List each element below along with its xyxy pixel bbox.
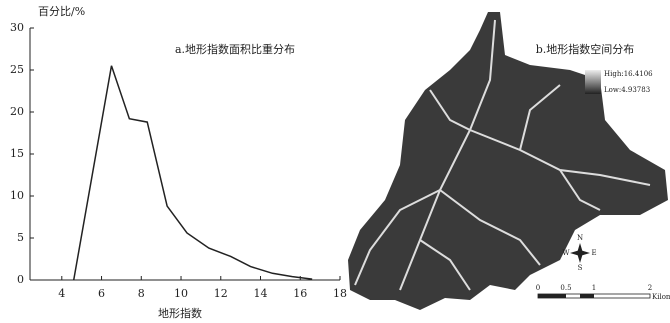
x-tick-label: 12 [214,287,228,300]
legend-high: High:16.4106 [604,70,653,78]
x-tick-label: 4 [58,287,65,300]
chart-title: a.地形指数面积比重分布 [175,42,295,56]
x-tick-label: 16 [293,287,307,300]
y-tick-label: 15 [10,147,24,160]
line [74,66,312,280]
map-title: b.地形指数空间分布 [536,42,635,56]
scale-label: 0 [536,284,540,292]
x-tick-label: 14 [254,287,268,300]
figure: 百分比/% a.地形指数面积比重分布 地形指数 b.地形指数空间分布 High:… [0,0,670,323]
x-tick-label: 18 [333,287,347,300]
scale-label: 0.5 [560,284,571,292]
scale-unit: Kilometers [652,293,670,301]
map: b.地形指数空间分布 High:16.4106 Low:4.93783 N S … [348,12,670,310]
legend-ramp [585,70,601,94]
y-tick-label: 10 [10,189,24,202]
y-tick-label: 30 [10,21,24,34]
scale-bar: 0 0.5 1 2 Kilometers [536,284,670,301]
x-tick-label: 8 [138,287,145,300]
x-axis-label: 地形指数 [158,306,202,320]
compass-n: N [577,234,583,242]
compass-w: W [562,249,570,257]
y-axis-label: 百分比/% [38,5,85,18]
y-tick-label: 5 [17,231,24,244]
basin [348,12,668,310]
y-tick-label: 25 [10,63,24,76]
compass-e: E [591,249,596,257]
y-tick-label: 0 [17,273,24,286]
scale-label: 2 [648,284,652,292]
x-tick-label: 10 [174,287,188,300]
y-tick-label: 20 [10,105,24,118]
legend-low: Low:4.93783 [604,86,650,94]
x-tick-label: 6 [98,287,105,300]
scale-label: 1 [592,284,596,292]
compass-s: S [578,264,583,272]
